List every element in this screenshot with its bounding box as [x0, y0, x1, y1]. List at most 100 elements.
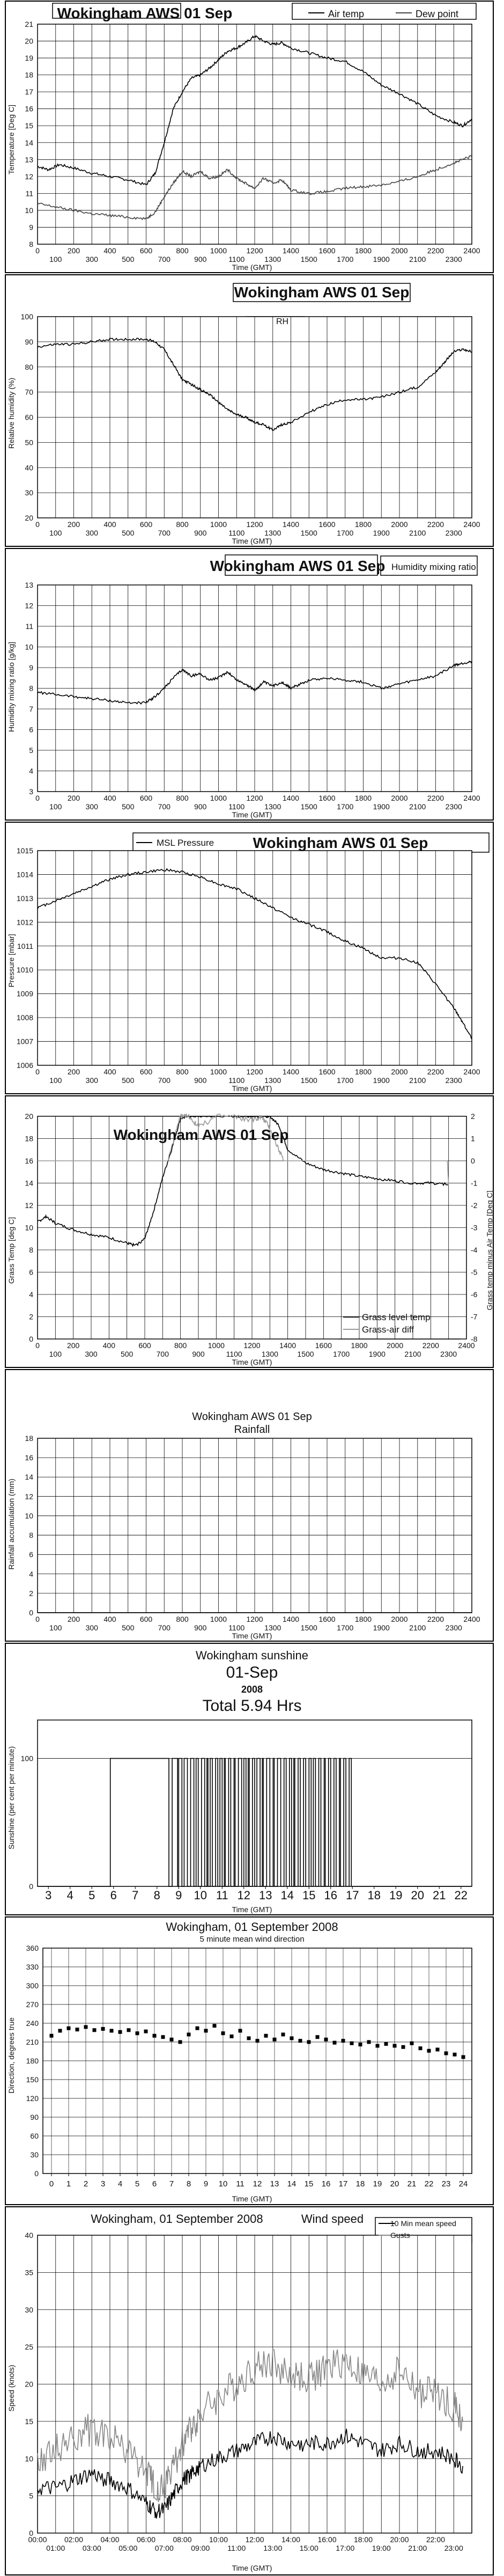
data-point	[427, 2048, 431, 2053]
y-tick-label: 100	[21, 312, 34, 321]
x-tick-label: 700	[158, 802, 171, 811]
y-tick-label: 1009	[17, 990, 33, 998]
data-point	[281, 2032, 285, 2037]
y-axis-label: Temperature [Deg C]	[7, 105, 16, 174]
y-tick-label: 10	[25, 2454, 33, 2463]
x-tick-label: 200	[68, 1615, 80, 1623]
series-line-2	[37, 155, 472, 221]
x-tick-label: 1500	[301, 1076, 317, 1085]
x-tick-label: 1100	[228, 529, 244, 537]
panel-frame	[5, 1916, 494, 2205]
x-tick-label: 1500	[301, 1623, 317, 1632]
y-axis-label: Direction, degrees true	[7, 2017, 16, 2094]
chart-temperature: 8 9 10 11 12 13 14 15 16 17 18 19 20 21 0 200 400 600 800 1…	[5, 1, 494, 273]
x-tick-label: 8	[154, 1889, 160, 1902]
y-tick-label: 15	[25, 2417, 33, 2426]
x-tick-label: 11	[216, 1889, 228, 1902]
x-tick-label: 600	[140, 520, 153, 529]
x-tick-label: 1700	[337, 1623, 353, 1632]
x-tick-label: 2000	[391, 520, 407, 529]
x-tick-label: 22	[425, 2179, 434, 2189]
x-tick-label: 2400	[463, 794, 480, 802]
x-tick-label: 17	[339, 2179, 348, 2189]
x-tick-label: 1000	[210, 1615, 227, 1623]
x-tick-label: 22:00	[426, 2535, 445, 2544]
x-tick-label: 2400	[463, 520, 480, 529]
data-point	[315, 2035, 320, 2039]
panel-frame	[5, 1, 494, 273]
x-tick-label: 2400	[463, 246, 480, 255]
data-point	[58, 2029, 62, 2033]
x-tick-label: 1100	[228, 1623, 244, 1632]
y-tick-label: 150	[26, 2075, 39, 2084]
y-tick-label: 80	[25, 363, 33, 371]
x-tick-label: 100	[49, 1076, 62, 1085]
y-tick-label: 15	[25, 121, 33, 130]
x-tick-label: 600	[140, 1615, 153, 1623]
y-axis-label: Relative humidity (%)	[7, 378, 16, 449]
x-tick-label: 600	[140, 794, 153, 802]
y-tick-label: 10	[25, 643, 33, 652]
data-point	[384, 2042, 388, 2046]
data-point	[161, 2035, 165, 2039]
x-tick-label: 24	[459, 2179, 468, 2189]
x-tick-label: 1300	[262, 1350, 278, 1358]
y-tick-label: 0	[29, 1608, 33, 1617]
x-tick-label: 19	[373, 2179, 382, 2189]
chart-rainfall: 0 2 4 6 8 10 12 14 16 18 0 200 400 600 800 1000 1200 1400…	[5, 1369, 494, 1642]
y-tick-label: 10	[25, 1224, 33, 1232]
x-tick-label: 1800	[351, 1341, 367, 1350]
y-tick-label: 6	[29, 1268, 33, 1277]
x-tick-label: 100	[49, 1350, 62, 1358]
x-tick-label: 2000	[391, 246, 407, 255]
y-tick-label: 8	[29, 1246, 33, 1254]
x-tick-label: 100	[49, 529, 62, 537]
y2-tick-label: -5	[471, 1268, 478, 1277]
x-axis-label: Time (GMT)	[232, 1905, 272, 1914]
x-tick-label: 18	[368, 1889, 381, 1902]
y-tick-label: 11	[25, 622, 33, 631]
x-tick-label: 2000	[391, 1067, 407, 1076]
x-tick-label: 2200	[427, 1067, 444, 1076]
x-tick-label: 9	[204, 2179, 208, 2189]
chart-title: Wokingham AWS 01 Sep	[57, 5, 233, 21]
y-tick-label: 50	[25, 438, 33, 447]
data-point	[341, 2039, 345, 2043]
y2-tick-label: -6	[471, 1290, 478, 1299]
y-axis-label: Rainfall accumulation (mm)	[7, 1479, 16, 1570]
chart-title: Wokingham, 01 September 2008	[166, 1920, 338, 1934]
x-tick-label: 01:00	[46, 2544, 65, 2552]
y-tick-label: 7	[29, 705, 33, 713]
chart-title: Wokingham sunshine	[196, 1649, 308, 1662]
x-tick-label: 900	[194, 802, 207, 811]
x-tick-label: 1700	[337, 529, 353, 537]
title-box	[52, 3, 181, 19]
y-tick-label: 1010	[17, 965, 33, 974]
y-tick-label: 10	[25, 206, 33, 215]
y-tick-label: 240	[26, 2019, 39, 2028]
legend-label-air-temp: Air temp	[328, 9, 364, 19]
y-tick-label: 0	[29, 1882, 33, 1891]
y-tick-label: 1007	[17, 1037, 33, 1046]
x-tick-label: 15:00	[300, 2544, 318, 2552]
x-tick-label: 600	[138, 1341, 151, 1350]
x-tick-label: 2200	[427, 794, 444, 802]
data-point	[298, 2039, 302, 2043]
y-tick-label: 6	[29, 726, 33, 734]
y-tick-label: 0	[34, 2169, 39, 2178]
x-tick-label: 0	[35, 1067, 40, 1076]
y-tick-label: 1013	[17, 894, 33, 903]
x-axis-label: Time (GMT)	[232, 537, 272, 545]
x-axis-label: Time (GMT)	[232, 2564, 272, 2572]
x-tick-label: 10	[219, 2179, 228, 2189]
x-tick-label: 1300	[264, 529, 281, 537]
y2-tick-label: -2	[471, 1201, 478, 1210]
chart-sunshine: 0 100 3 4 5 6 7 8 9 10 11 12 13 14 15 16 17 18 19 20 21 22 Wo…	[5, 1643, 494, 1915]
x-tick-label: 1000	[208, 1341, 225, 1350]
x-tick-label: 17	[346, 1889, 359, 1902]
data-point	[187, 2032, 191, 2037]
data-point	[324, 2037, 328, 2041]
x-tick-label: 300	[86, 1623, 99, 1632]
x-tick-label: 300	[85, 1350, 98, 1358]
